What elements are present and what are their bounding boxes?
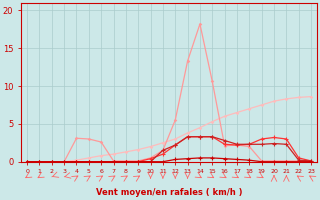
X-axis label: Vent moyen/en rafales ( km/h ): Vent moyen/en rafales ( km/h ) <box>96 188 242 197</box>
